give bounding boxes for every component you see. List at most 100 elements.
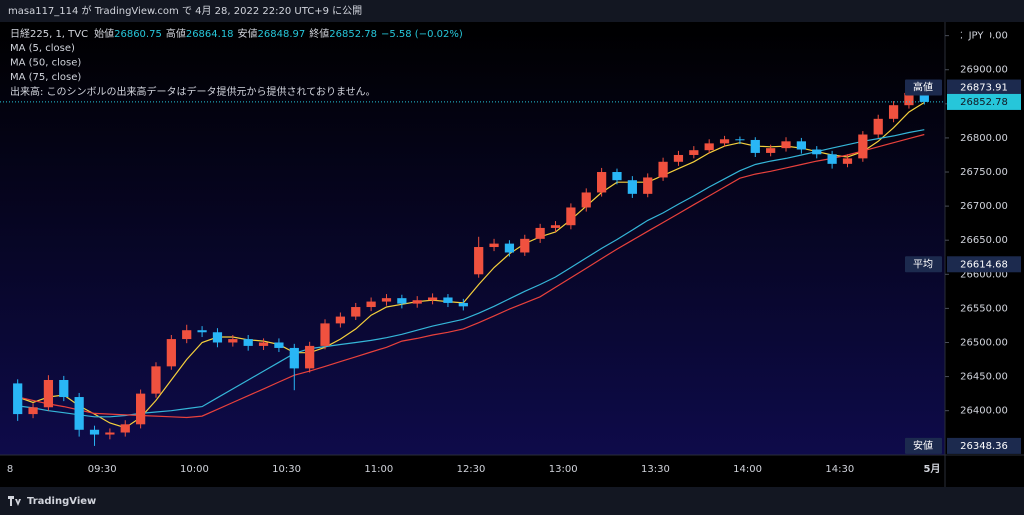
legend-entry: MA (50, close) xyxy=(10,58,81,69)
candle-body xyxy=(458,302,468,307)
symbol: 日経225, 1, TVC xyxy=(10,27,88,40)
candle-body xyxy=(504,243,515,253)
change: −5.58 (−0.02%) xyxy=(381,29,463,40)
candle-body xyxy=(627,180,637,194)
y-tick-label: 26800.00 xyxy=(960,133,1008,144)
marker-value-badge xyxy=(947,79,1021,96)
marker-value: 26348.36 xyxy=(960,441,1008,452)
y-tick-label: 26750.00 xyxy=(960,167,1008,178)
candle-body xyxy=(427,297,438,301)
candle-body xyxy=(182,330,192,340)
x-tick-label: 10:00 xyxy=(180,464,209,475)
candle-body xyxy=(489,243,499,248)
x-tick-label: 14:30 xyxy=(825,464,854,475)
marker-name: 高値 xyxy=(913,81,933,94)
candle-body xyxy=(258,342,269,346)
marker-name-badge xyxy=(905,437,942,454)
candle-body xyxy=(28,407,38,415)
candle-body xyxy=(535,227,545,239)
candle-body xyxy=(612,172,622,181)
x-tick-label: 11:00 xyxy=(364,464,393,475)
y-tick-label: 26650.00 xyxy=(960,235,1008,246)
last-price: 26852.78 xyxy=(960,97,1008,108)
candle-body xyxy=(289,347,299,369)
y-tick-label: 26550.00 xyxy=(960,303,1008,314)
x-tick-label: 10:30 xyxy=(272,464,301,475)
time-axis xyxy=(0,455,1024,487)
candle-body xyxy=(643,177,653,194)
candle-body xyxy=(74,397,84,430)
ma-line xyxy=(17,101,925,429)
candle-body xyxy=(904,92,914,106)
candle-body xyxy=(228,339,238,343)
x-tick-label: 8 xyxy=(7,464,13,475)
marker-value: 26873.91 xyxy=(960,83,1008,94)
candle-body xyxy=(197,330,207,333)
candle-body xyxy=(381,298,392,302)
candle-body xyxy=(858,134,868,159)
y-tick-label: 26500.00 xyxy=(960,337,1008,348)
candle-body xyxy=(750,139,760,153)
candle-body xyxy=(335,316,345,324)
candle-body xyxy=(658,161,668,178)
x-tick-label: 5月 xyxy=(924,463,941,475)
candle-body xyxy=(136,393,146,425)
candle-body xyxy=(443,297,453,303)
candle-body xyxy=(873,118,883,135)
candle-body xyxy=(89,429,100,435)
candle-body xyxy=(120,424,130,433)
candle-body xyxy=(474,247,484,275)
y-tick-label: 26900.00 xyxy=(960,65,1008,76)
candle-body xyxy=(550,225,561,228)
marker-name: 安値 xyxy=(913,439,933,452)
marker-value-badge xyxy=(947,256,1021,273)
candle-body xyxy=(520,238,530,253)
ohlc-label: 終値 xyxy=(309,27,329,40)
footer-logo: TradingView xyxy=(8,496,96,507)
candle-body xyxy=(812,149,822,155)
candle-body xyxy=(274,342,284,348)
candle-body xyxy=(305,345,315,369)
ohlc-label: 安値 xyxy=(238,27,258,40)
x-tick-label: 14:00 xyxy=(733,464,762,475)
candle-body xyxy=(166,339,176,367)
x-tick-label: 13:00 xyxy=(549,464,578,475)
ma-line xyxy=(17,133,925,419)
candle-body xyxy=(320,323,330,346)
candle-body xyxy=(719,139,730,144)
candle-body xyxy=(105,432,115,435)
candle-body xyxy=(59,379,69,398)
candle-body xyxy=(919,92,929,102)
ma-line xyxy=(17,129,925,418)
currency: JPY xyxy=(968,31,985,42)
y-tick-label: 26400.00 xyxy=(960,406,1008,417)
x-tick-label: 12:30 xyxy=(457,464,486,475)
marker-name-badge xyxy=(905,256,942,273)
candle-body xyxy=(151,366,161,394)
candle-body xyxy=(781,141,791,149)
candle-body xyxy=(13,383,23,415)
candle-body xyxy=(366,301,376,308)
candle-body xyxy=(581,192,591,208)
ohlc-label: 高値 xyxy=(166,27,186,40)
candle-body xyxy=(43,379,54,408)
ohlc-value: 26852.78 xyxy=(329,29,377,40)
candle-body xyxy=(888,105,899,119)
legend-entry: MA (5, close) xyxy=(10,43,75,54)
logo-text: TradingView xyxy=(27,496,96,507)
candle-body xyxy=(827,154,837,164)
candle-body xyxy=(689,150,699,155)
y-tick-label: 26450.00 xyxy=(960,372,1008,383)
x-tick-label: 09:30 xyxy=(88,464,117,475)
marker-value: 26614.68 xyxy=(960,259,1008,270)
candle-body xyxy=(351,307,361,317)
candle-body xyxy=(796,141,806,150)
ohlc-value: 26848.97 xyxy=(258,29,306,40)
x-tick-label: 13:30 xyxy=(641,464,670,475)
candle-body xyxy=(597,172,607,193)
candle-body xyxy=(566,207,576,226)
y-tick-label: 26700.00 xyxy=(960,201,1008,212)
legend-entry: MA (75, close) xyxy=(10,72,81,83)
